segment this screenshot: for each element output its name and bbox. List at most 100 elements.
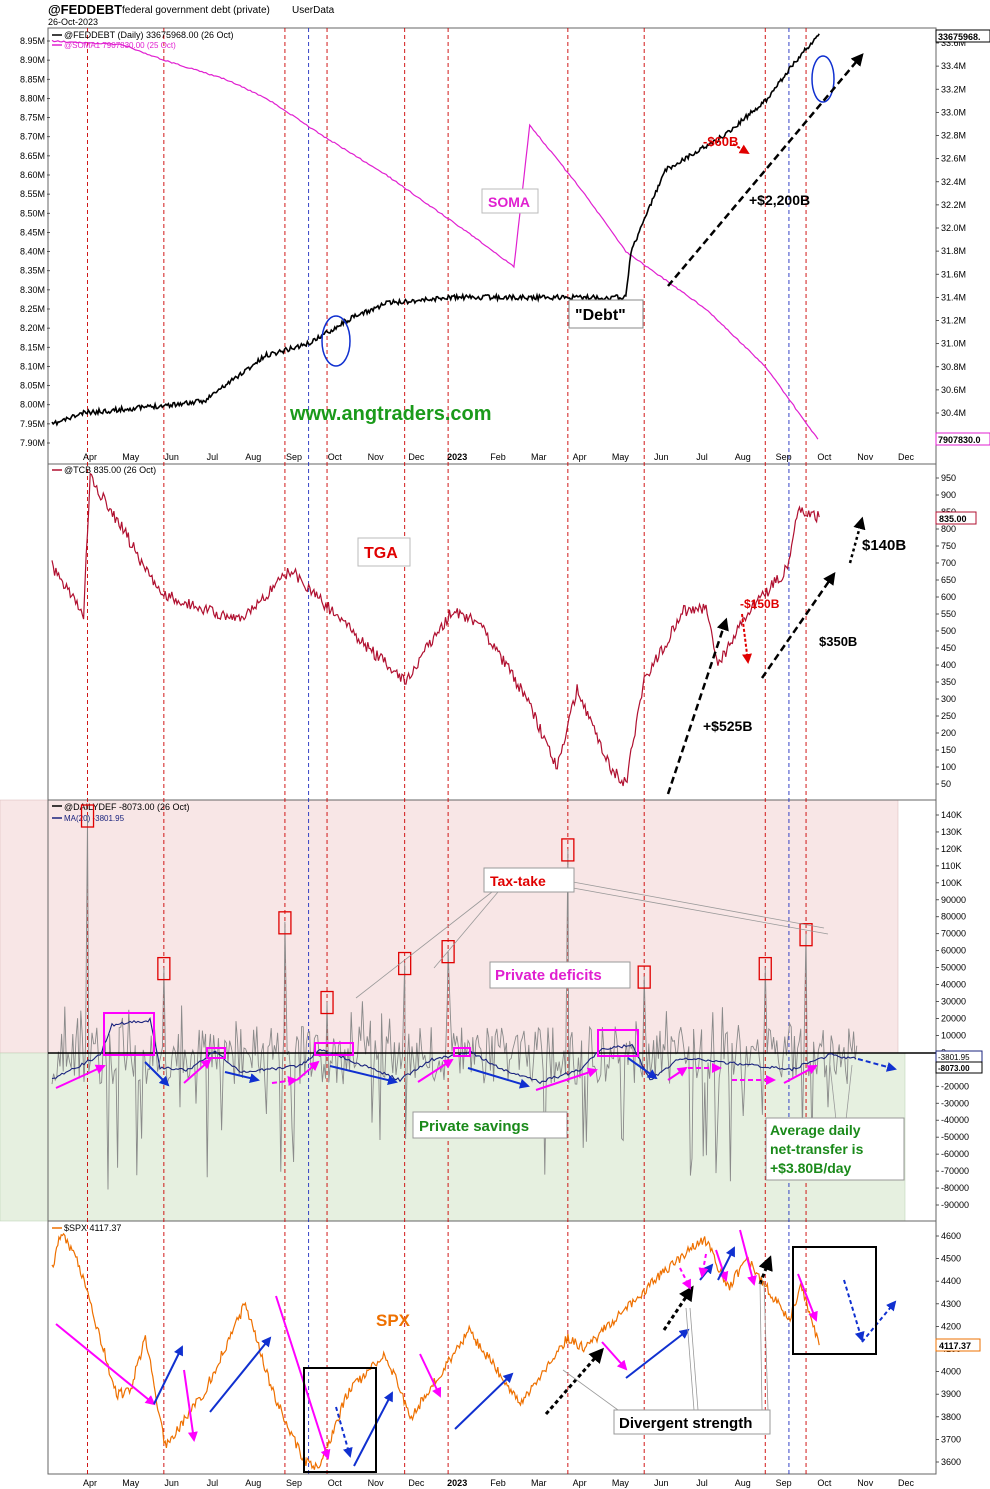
month-label: Jun — [164, 1478, 179, 1488]
savings-trend-arrow — [183, 1058, 212, 1084]
axis-tick-label: 20000 — [941, 1013, 966, 1023]
axis-tick-label: 32.8M — [941, 131, 966, 141]
tga-525-arrow — [666, 617, 729, 795]
savings-trend-arrows — [55, 1057, 897, 1091]
axis-tick-label: 550 — [941, 609, 956, 619]
axis-tick-label: 30000 — [941, 997, 966, 1007]
axis-tick-label: 3600 — [941, 1457, 961, 1467]
axis-tick-label: 32.6M — [941, 154, 966, 164]
soma-series-line — [51, 39, 819, 440]
axis-tick-label: 8.90M — [20, 55, 45, 65]
tga-150-arrow — [741, 613, 752, 664]
header-description: federal government debt (private) — [122, 5, 270, 16]
tax-take-peak-marker — [398, 951, 412, 976]
spx-last-value-tag: 4117.37 — [935, 1338, 981, 1352]
label-spx: SPX — [376, 1311, 411, 1330]
axis-tick-label: 140K — [941, 810, 962, 820]
month-label: Nov — [857, 452, 874, 462]
axis-tick-label: 8.65M — [20, 151, 45, 161]
private-deficit-box — [314, 1042, 354, 1056]
month-label: Nov — [857, 1478, 874, 1488]
axis-tick-label: 150 — [941, 745, 956, 755]
debt-annotations: -$60B +$2,200B SOMA "Debt" www.angtrader… — [289, 53, 864, 425]
tax-take-peak-marker — [561, 838, 575, 862]
month-label: Nov — [368, 452, 385, 462]
axis-tick-label: 80000 — [941, 912, 966, 922]
private-deficit-box — [103, 1012, 155, 1056]
axis-tick-label: -20000 — [941, 1081, 969, 1091]
axis-tick-label: 32.2M — [941, 200, 966, 210]
sixty-b-arrow — [732, 143, 750, 155]
axis-tick-label: 8.80M — [20, 93, 45, 103]
axis-tick-label: 60000 — [941, 946, 966, 956]
axis-tick-label: 7.95M — [20, 419, 45, 429]
axis-tick-label: 31.0M — [941, 339, 966, 349]
vertical-date-lines — [87, 28, 807, 1474]
spx-trend-arrow — [183, 1369, 198, 1442]
private-deficit-boxes — [103, 1012, 639, 1059]
tga-ticks: 9509008508007507006506005505004504003503… — [936, 473, 956, 789]
month-labels-top: Apr May Jun Jul Aug Sep Oct Nov Dec 2023 Feb Mar Apr… — [83, 452, 915, 462]
axis-tick-label: 30.4M — [941, 408, 966, 418]
axis-tick-label: 130K — [941, 827, 962, 837]
axis-tick-label: 600 — [941, 592, 956, 602]
axis-tick-label: 8.30M — [20, 285, 45, 295]
def-annotations: Tax-take Private deficits Private saving… — [355, 867, 905, 1181]
label-avg-box — [765, 1117, 905, 1181]
axis-tick-label: 3900 — [941, 1389, 961, 1399]
axis-tick-label: 250 — [941, 711, 956, 721]
axis-tick-label: 33.2M — [941, 84, 966, 94]
debt-series-line — [51, 33, 820, 427]
spx-trend-arrow — [717, 1246, 735, 1281]
month-label: Dec — [408, 452, 425, 462]
axis-tick-label: 10000 — [941, 1030, 966, 1040]
spx-trend-arrow — [715, 1249, 729, 1282]
spx-trend-arrow — [758, 1255, 773, 1285]
last-spx-value: 4117.37 — [939, 1341, 971, 1351]
spx-trend-arrow — [153, 1345, 183, 1405]
savings-trend-arrow — [417, 1058, 454, 1083]
legend-feddebt: @FEDDEBT (Daily) 33675968.00 (26 Oct) — [64, 30, 234, 40]
axis-tick-label: 4200 — [941, 1321, 961, 1331]
axis-tick-label: 32.4M — [941, 177, 966, 187]
watermark: www.angtraders.com — [289, 403, 492, 425]
tax-take-peak-marker — [758, 956, 772, 981]
spx-trend-arrow — [699, 1263, 714, 1281]
axis-tick-label: 8.55M — [20, 189, 45, 199]
savings-trend-arrow — [224, 1071, 260, 1083]
axis-tick-label: 500 — [941, 626, 956, 636]
axis-tick-label: 33.6M — [941, 38, 966, 48]
label-debt-box — [568, 299, 644, 329]
last-ma-value: -3801.95 — [938, 1053, 970, 1062]
spx-trend-arrow — [335, 1406, 353, 1458]
tax-take-peak-marker — [799, 923, 813, 947]
spx-trend-arrow — [275, 1295, 331, 1460]
label-privsav-box — [412, 1111, 568, 1139]
savings-trend-arrow — [296, 1060, 320, 1081]
spx-trend-arrow — [454, 1372, 514, 1430]
tga-annotations: TGA +$525B -$150B $350B $140B — [357, 516, 906, 795]
month-label: Jul — [207, 452, 219, 462]
label-avg-line2: net-transfer is — [770, 1141, 864, 1157]
spx-trend-arrow — [739, 1229, 757, 1286]
tga-140-arrow — [848, 516, 866, 564]
axis-tick-label: 50000 — [941, 963, 966, 973]
axis-tick-label: 7.90M — [20, 438, 45, 448]
axis-tick-label: 30.8M — [941, 362, 966, 372]
month-label: Jul — [207, 1478, 219, 1488]
axis-tick-label: 120K — [941, 844, 962, 854]
tax-take-peak-marker — [441, 940, 455, 964]
axis-tick-label: 300 — [941, 694, 956, 704]
header-date: 26-Oct-2023 — [48, 17, 98, 27]
tax-take-peak-marker — [278, 911, 292, 935]
month-label: Aug — [245, 452, 261, 462]
spx-trend-arrow — [601, 1341, 628, 1371]
savings-trend-arrow — [535, 1067, 598, 1091]
month-label: Sep — [776, 1478, 792, 1488]
month-label: Apr — [573, 1478, 587, 1488]
savings-trend-arrow — [55, 1064, 106, 1089]
spx-trend-arrow — [861, 1300, 897, 1343]
axis-tick-label: 350 — [941, 677, 956, 687]
debt-highlight-ellipse — [321, 315, 351, 367]
tax-take-peak-marker — [157, 956, 171, 981]
